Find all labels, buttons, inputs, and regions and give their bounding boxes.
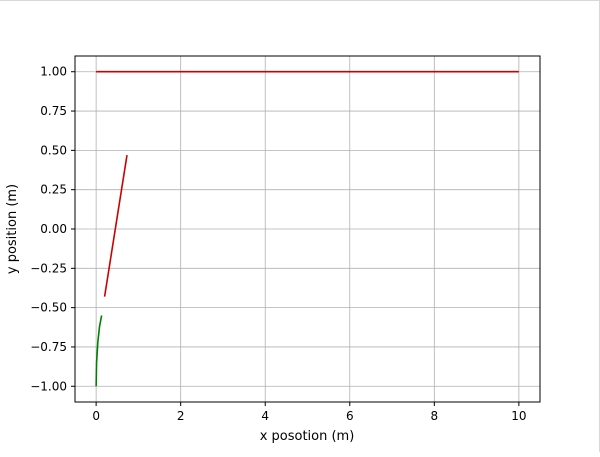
y-tick-label: −1.00 [30, 379, 67, 393]
series-group [95, 70, 519, 387]
series-line-3 [95, 315, 103, 387]
grid [75, 56, 540, 402]
x-tick-label: 10 [511, 409, 526, 423]
y-tick-label: 0.50 [40, 143, 67, 157]
x-tick-label: 0 [92, 409, 100, 423]
series-line-2 [103, 154, 128, 297]
x-tick-label: 4 [261, 409, 269, 423]
y-tick-label: 0.75 [40, 104, 67, 118]
x-axis: 0 2 4 6 8 10 [92, 402, 527, 423]
y-tick-label: 0.00 [40, 222, 67, 236]
x-tick-label: 6 [346, 409, 354, 423]
y-tick-label: −0.75 [30, 340, 67, 354]
x-tick-label: 8 [430, 409, 438, 423]
y-tick-label: −0.50 [30, 301, 67, 315]
y-tick-label: 0.25 [40, 183, 67, 197]
y-tick-label: −0.25 [30, 261, 67, 275]
x-axis-label: x posotion (m) [260, 429, 355, 444]
y-tick-label: 1.00 [40, 65, 67, 79]
x-tick-label: 2 [177, 409, 185, 423]
y-axis: −1.00 −0.75 −0.50 −0.25 0.00 0.25 0.50 0.75 1.00 [30, 65, 75, 393]
y-axis-label: y position (m) [5, 184, 20, 274]
